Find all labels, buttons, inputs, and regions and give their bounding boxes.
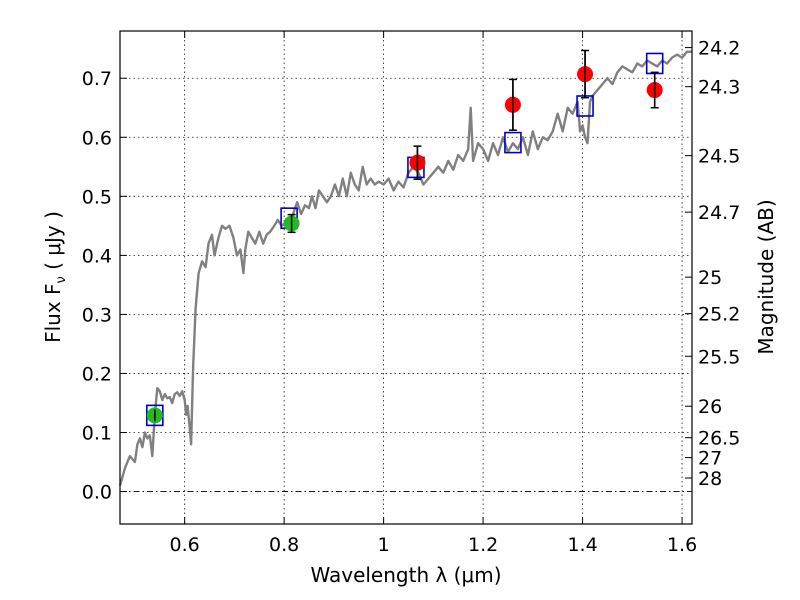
y-tick-label: 0.3 — [82, 304, 112, 326]
x-tick-label: 1.4 — [567, 534, 597, 556]
y-tick-label: 0.5 — [82, 186, 112, 208]
y2-tick-label: 26.5 — [698, 428, 740, 450]
y2-tick-label: 24.7 — [698, 202, 740, 224]
model-sed-line — [118, 50, 692, 486]
y2-tick-label: 25.5 — [698, 346, 740, 368]
tick-labels: 0.6 0.8 1 1.2 1.4 1.6 0.0 0.1 0.2 0.3 0.4 0.5 0.6 0.7… — [82, 38, 741, 556]
x-tick-label: 0.6 — [170, 534, 200, 556]
y-axis-label-unit: ( μJy ) — [41, 211, 65, 276]
axis-ticks — [120, 31, 692, 524]
y-axis-label-sub: ν — [54, 276, 69, 283]
x-tick-label: 1 — [378, 534, 390, 556]
y2-tick-label: 28 — [698, 468, 722, 490]
y2-tick-label: 25.2 — [698, 304, 740, 326]
y2-tick-label: 27 — [698, 448, 722, 470]
y2-tick-label: 25 — [698, 267, 722, 289]
model-photometry-square — [504, 131, 522, 154]
y2-tick-label: 24.2 — [698, 38, 740, 60]
y-tick-label: 0.2 — [82, 363, 112, 385]
y-tick-label: 0.0 — [82, 482, 112, 504]
x-tick-label: 1.6 — [667, 534, 697, 556]
y2-tick-label: 24.3 — [698, 77, 740, 99]
y-axis-label-main: Flux F — [41, 283, 65, 342]
y-tick-label: 0.6 — [82, 127, 112, 149]
y-tick-label: 0.4 — [82, 245, 112, 267]
x-tick-label: 0.8 — [269, 534, 299, 556]
model-sed — [118, 50, 692, 486]
x-tick-label: 1.2 — [468, 534, 498, 556]
y2-axis-label: Magnitude (AB) — [754, 199, 778, 354]
y2-tick-label: 24.5 — [698, 146, 740, 168]
x-axis-label: Wavelength λ (μm) — [310, 563, 501, 587]
y-tick-label: 0.7 — [82, 68, 112, 90]
y2-tick-label: 26 — [698, 396, 722, 418]
markers — [146, 49, 664, 427]
y-axis-label: Flux Fν ( μJy ) — [41, 211, 69, 343]
y-tick-label: 0.1 — [82, 422, 112, 444]
